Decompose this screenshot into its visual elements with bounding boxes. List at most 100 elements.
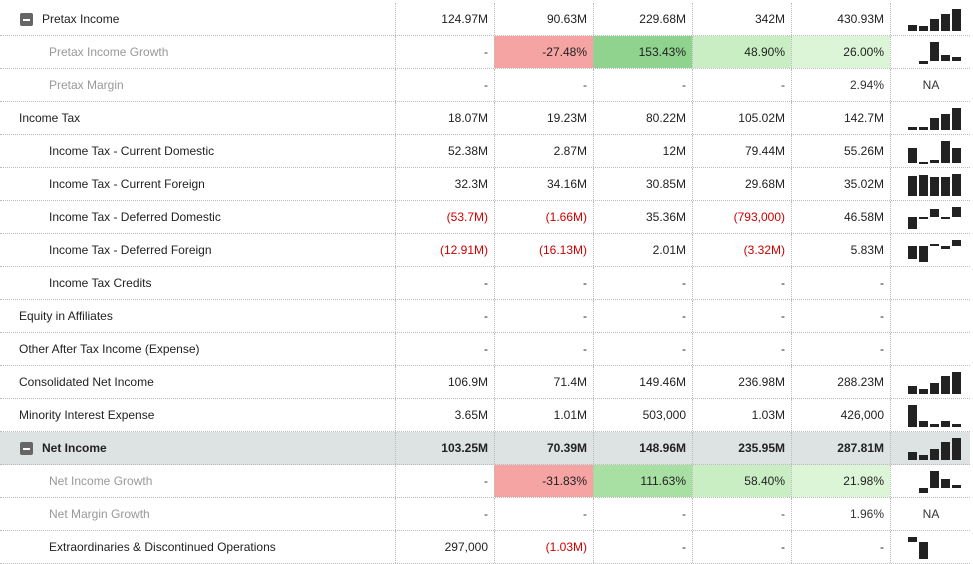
row-label: Net Income [42, 441, 107, 455]
table-row: Extraordinaries & Discontinued Operation… [0, 531, 970, 564]
value-cell: 35.02M [791, 168, 890, 200]
value-cell: 2.87M [494, 135, 593, 167]
value-cell: 503,000 [593, 399, 692, 431]
sparkline-bar [919, 541, 928, 559]
value-cell: 32.3M [395, 168, 494, 200]
value-cell: - [395, 300, 494, 332]
value-cell: 2.94% [791, 69, 890, 101]
sparkline [890, 333, 970, 365]
value-cell: (3.32M) [692, 234, 791, 266]
value-cell: (12.91M) [395, 234, 494, 266]
value-cell: 124.97M [395, 3, 494, 35]
sparkline-bar [930, 382, 939, 394]
sparkline-bar [908, 245, 917, 259]
table-row: Other After Tax Income (Expense) - - - - - [0, 333, 970, 366]
sparkline-bar [908, 452, 917, 460]
value-cell: - [395, 69, 494, 101]
value-cell: - [791, 333, 890, 365]
sparkline [890, 531, 970, 563]
value-cell: 90.63M [494, 3, 593, 35]
value-cell: 342M [692, 3, 791, 35]
sparkline-bar [919, 174, 928, 196]
sparkline-bar [952, 240, 961, 246]
value-cell: 55.26M [791, 135, 890, 167]
value-cell: - [395, 465, 494, 497]
value-cell: (53.7M) [395, 201, 494, 233]
sparkline-bar [941, 217, 950, 220]
row-label: Extraordinaries & Discontinued Operation… [49, 540, 276, 554]
sparkline-bar [952, 174, 961, 196]
sparkline-bar [941, 13, 950, 31]
sparkline-bar [941, 113, 950, 130]
sparkline [890, 366, 970, 398]
sparkline-bar [941, 141, 950, 163]
value-cell: - [692, 498, 791, 530]
value-cell: 287.81M [791, 432, 890, 464]
sparkline-bar [919, 388, 928, 394]
value-cell: - [593, 333, 692, 365]
value-cell: - [494, 267, 593, 299]
sparkline-bar [941, 54, 950, 61]
value-cell: 80.22M [593, 102, 692, 134]
sparkline [890, 135, 970, 167]
table-row: Pretax Income Growth - -27.48% 153.43% 48.90… [0, 36, 970, 69]
value-cell: 12M [593, 135, 692, 167]
sparkline: NA [890, 69, 970, 101]
sparkline-bar [941, 245, 950, 250]
sparkline [890, 234, 970, 266]
sparkline-bar [930, 423, 939, 427]
sparkline [890, 432, 970, 464]
value-cell: - [692, 531, 791, 563]
value-cell: (1.66M) [494, 201, 593, 233]
sparkline-bar [941, 177, 950, 196]
sparkline-bar [930, 471, 939, 489]
sparkline [890, 300, 970, 332]
sparkline-bar [919, 217, 928, 220]
value-cell: - [395, 267, 494, 299]
value-cell: - [593, 531, 692, 563]
value-cell: 288.23M [791, 366, 890, 398]
sparkline [890, 267, 970, 299]
value-cell: 35.36M [593, 201, 692, 233]
value-cell: 111.63% [593, 465, 692, 497]
row-label: Income Tax - Current Domestic [49, 144, 215, 158]
value-cell: 19.23M [494, 102, 593, 134]
sparkline-bar [919, 488, 928, 493]
table-row: Minority Interest Expense 3.65M 1.01M 503,0… [0, 399, 970, 432]
value-cell: 106.9M [395, 366, 494, 398]
sparkline-bar [919, 454, 928, 460]
sparkline-bar [919, 245, 928, 262]
value-cell: 79.44M [692, 135, 791, 167]
table-row: Equity in Affiliates - - - - - [0, 300, 970, 333]
sparkline-bar [930, 448, 939, 460]
table-row: Income Tax - Deferred Foreign (12.91M) (16… [0, 234, 970, 267]
value-cell: 229.68M [593, 3, 692, 35]
table-row: Income Tax Credits - - - - - [0, 267, 970, 300]
value-cell: 235.95M [692, 432, 791, 464]
row-label: Equity in Affiliates [19, 309, 113, 323]
value-cell: 5.83M [791, 234, 890, 266]
sparkline [890, 168, 970, 200]
sparkline-bar [941, 479, 950, 489]
value-cell: - [593, 267, 692, 299]
sparkline-bar [919, 26, 928, 31]
table-row: Income Tax - Current Foreign 32.3M 34.16M 3… [0, 168, 970, 201]
value-cell: - [692, 69, 791, 101]
row-label: Pretax Income [42, 12, 120, 26]
collapse-icon[interactable] [20, 13, 33, 26]
sparkline-bar [919, 60, 928, 64]
value-cell: 58.40% [692, 465, 791, 497]
sparkline [890, 465, 970, 497]
value-cell: 52.38M [395, 135, 494, 167]
sparkline-bar [952, 484, 961, 489]
sparkline-bar [952, 207, 961, 218]
value-cell: -31.83% [494, 465, 593, 497]
sparkline-bar [941, 441, 950, 460]
row-label: Consolidated Net Income [19, 375, 154, 389]
value-cell: 1.03M [692, 399, 791, 431]
sparkline-bar [930, 19, 939, 31]
sparkline-bar [941, 420, 950, 427]
sparkline-bar [908, 385, 917, 394]
collapse-icon[interactable] [20, 442, 33, 455]
sparkline-bar [908, 217, 917, 229]
